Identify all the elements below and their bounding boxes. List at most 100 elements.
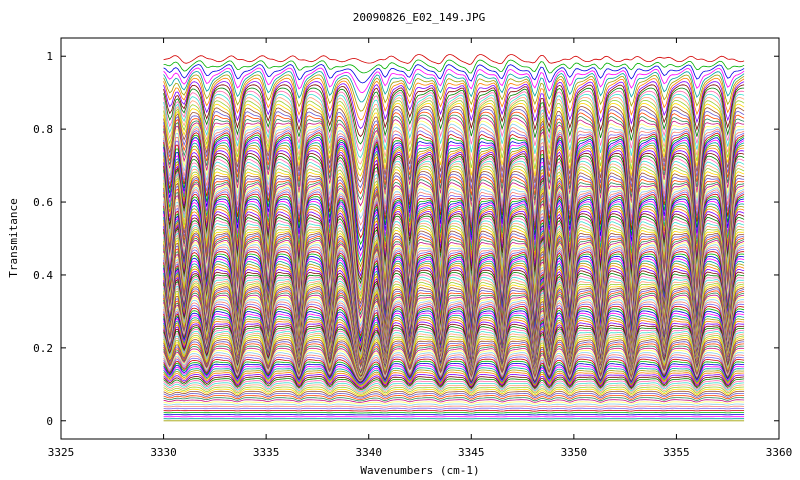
spectrum-line: [163, 185, 745, 324]
x-tick-label: 3350: [561, 446, 588, 459]
spectrum-line: [163, 299, 745, 380]
spectrum-line: [163, 369, 745, 387]
spectrum-line: [163, 345, 745, 382]
spectrum-line: [163, 265, 745, 375]
chart-title: 20090826_E02_149.JPG: [353, 11, 485, 24]
spectrum-line: [163, 165, 745, 298]
spectrum-line: [163, 77, 745, 121]
spectrum-line: [163, 187, 745, 327]
spectrum-line: [163, 356, 745, 383]
spectrum-line: [163, 155, 745, 285]
spectrum-line: [163, 290, 745, 379]
spectrum-line: [163, 380, 745, 392]
spectrum-line: [163, 150, 745, 277]
spectrum-line: [163, 218, 745, 355]
spectrum-line: [163, 203, 745, 347]
spectrum-line: [163, 213, 745, 353]
spectrum-line: [163, 205, 745, 349]
spectrum-line: [163, 347, 745, 382]
spectrum-line: [163, 142, 745, 263]
spectrum-line: [163, 292, 745, 380]
spectrum-line: [163, 71, 745, 103]
spectrum-line: [163, 286, 745, 378]
spectrum-line: [163, 191, 745, 334]
spectrum-line: [163, 244, 745, 373]
spectrum-line: [163, 237, 745, 368]
spectrum-line: [163, 163, 745, 295]
spectrum-line: [163, 208, 745, 351]
spectrum-line: [163, 301, 745, 380]
spectrum-line: [163, 343, 745, 381]
spectrum-line: [163, 198, 745, 343]
spectrum-line: [163, 317, 745, 378]
spectrum-line: [163, 248, 745, 374]
spectrum-line: [163, 308, 745, 379]
spectrum-line: [163, 64, 745, 84]
x-tick-label: 3360: [766, 446, 793, 459]
spectrum-line: [163, 235, 745, 366]
spectrum-line: [163, 314, 745, 378]
spectrum-line: [163, 397, 745, 402]
spectrum-line: [163, 87, 745, 145]
spectrum-line: [163, 255, 745, 376]
y-tick-label: 0.6: [33, 196, 53, 209]
spectrum-line: [163, 367, 745, 386]
spectrum-line: [163, 99, 745, 171]
spectrum-line: [163, 54, 745, 65]
spectrum-line: [163, 137, 745, 252]
spectrum-line: [163, 210, 745, 352]
spectrum-line: [163, 239, 745, 370]
spectrum-line: [163, 373, 745, 388]
x-tick-label: 3335: [253, 446, 280, 459]
spectrum-line: [163, 296, 745, 380]
spectrum-line: [163, 407, 745, 410]
spectrum-line: [163, 182, 745, 320]
spectrum-line: [163, 74, 745, 112]
x-tick-label: 3345: [458, 446, 485, 459]
y-tick-label: 0.4: [33, 269, 53, 282]
spectrum-line: [163, 201, 745, 345]
spectrum-line: [163, 84, 745, 138]
spectrum-line: [163, 215, 745, 354]
spectrum-line: [163, 93, 745, 159]
spectrum-line: [163, 258, 745, 376]
spectrum-line: [163, 378, 745, 391]
spectrum-line: [163, 262, 745, 375]
spectrum-line: [163, 288, 745, 379]
spectrum-line: [163, 382, 745, 393]
spectrum-line: [163, 276, 745, 376]
x-tick-label: 3340: [355, 446, 382, 459]
spectrum-line: [163, 139, 745, 258]
spectrum-line: [163, 395, 745, 400]
x-tick-label: 3355: [663, 446, 690, 459]
spectrum-line: [163, 390, 745, 398]
spectrum-line: [163, 246, 745, 374]
spectrum-line: [163, 144, 745, 268]
spectrum-line: [163, 362, 745, 385]
spectrum-line: [163, 152, 745, 281]
spectrum-line: [163, 365, 745, 385]
spectrum-line: [163, 123, 745, 220]
spectrum-line: [163, 117, 745, 207]
spectrum-line: [163, 384, 745, 394]
spectrum-line: [163, 168, 745, 301]
spectrum-line: [163, 134, 745, 246]
y-axis-label: Transmitance: [7, 198, 20, 277]
spectrum-line: [163, 392, 745, 399]
spectrum-line: [163, 312, 745, 378]
y-tick-label: 1: [46, 50, 53, 63]
spectrum-line: [163, 328, 745, 378]
spectrum-line: [163, 386, 745, 395]
y-tick-label: 0.8: [33, 123, 53, 136]
spectrum-line: [163, 81, 745, 130]
spectrum-line: [163, 401, 745, 405]
spectrum-line: [163, 120, 745, 213]
spectrum-line: [163, 59, 745, 74]
spectrum-line: [163, 189, 745, 331]
spectrum-line: [163, 230, 745, 363]
spectrum-line: [163, 310, 745, 378]
spectrum-line: [163, 108, 745, 190]
spectrum-line: [163, 97, 745, 165]
spectrum-line: [163, 253, 745, 375]
spectrum-line: [163, 321, 745, 378]
